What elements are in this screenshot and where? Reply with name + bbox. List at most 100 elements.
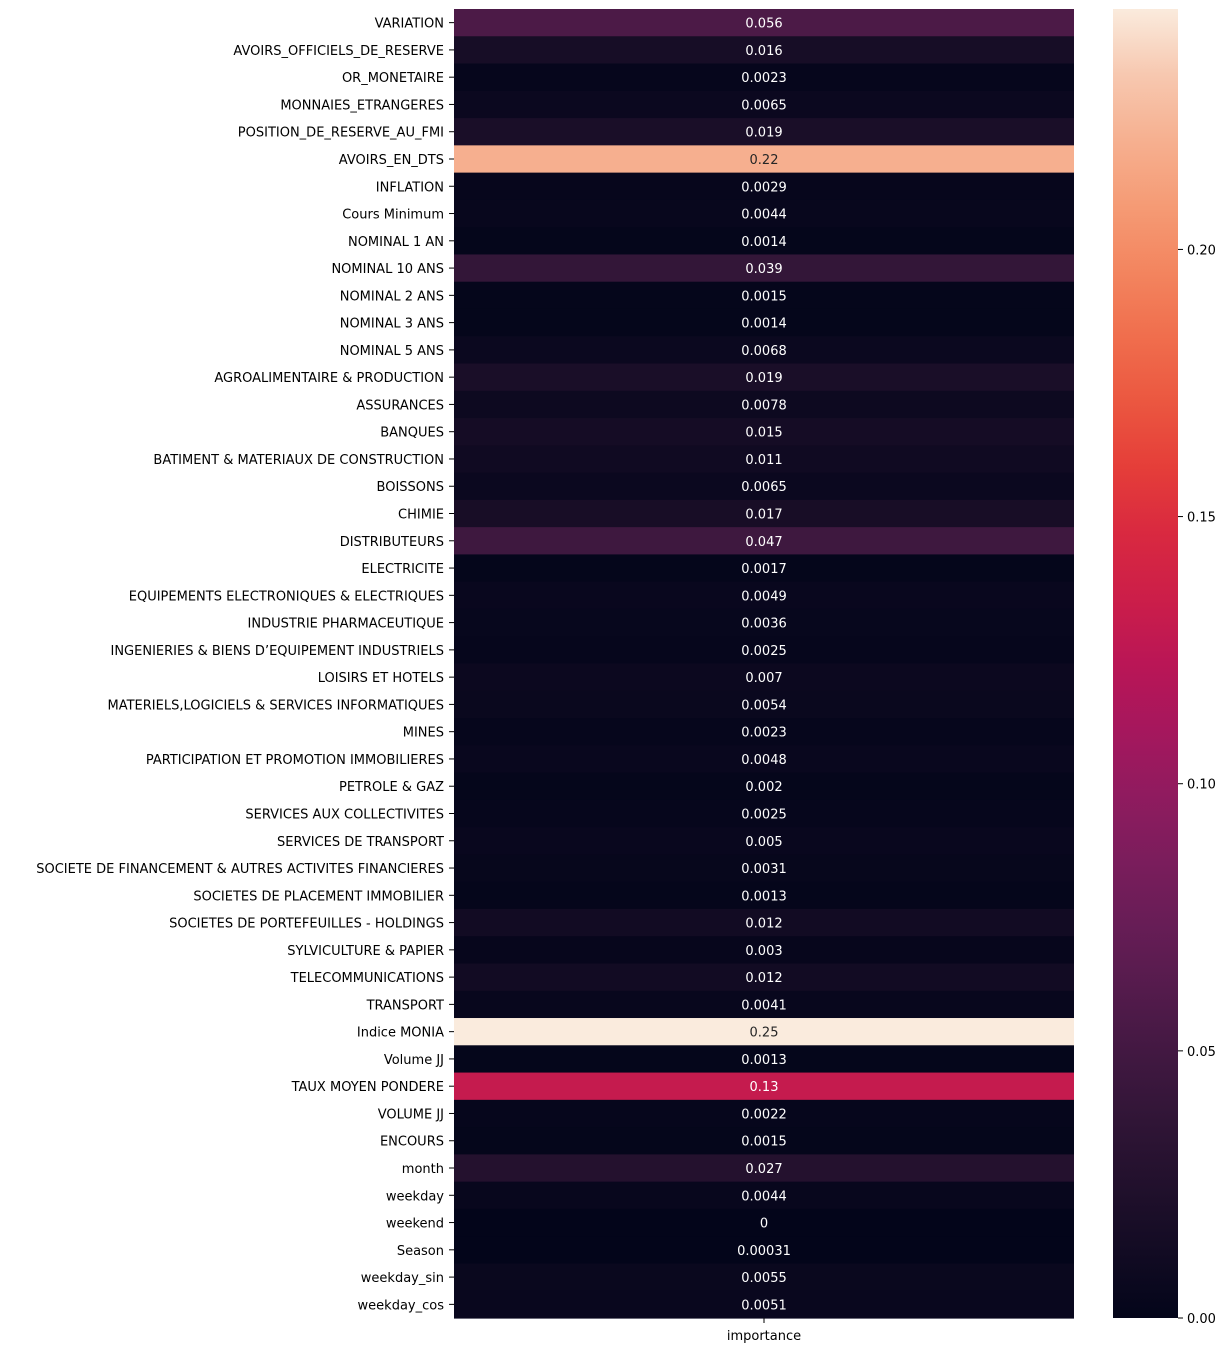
y-tick-label: SOCIETES DE PLACEMENT IMMOBILIER (193, 889, 444, 904)
colorbar-tick-label: 0.20 (1187, 243, 1216, 258)
y-tick-label: Cours Minimum (342, 208, 444, 223)
heatmap-cell (454, 554, 1074, 583)
y-tick-label: MINES (403, 726, 444, 741)
y-tick-label: TELECOMMUNICATIONS (290, 971, 444, 986)
y-tick-label: SYLVICULTURE & PAPIER (287, 944, 444, 959)
cell-value-label: 0.0048 (741, 753, 787, 768)
colorbar-tick-label: 0.00 (1187, 1312, 1216, 1327)
heatmap-cell (454, 636, 1074, 665)
cell-value-label: 0.0065 (741, 98, 787, 113)
heatmap-cell (454, 718, 1074, 746)
cell-value-label: 0.016 (745, 44, 782, 59)
y-tick-label: INFLATION (376, 180, 444, 195)
y-tick-label: ELECTRICITE (361, 562, 444, 577)
colorbar: 0.00 0.05 0.10 0.15 0.20 (1113, 9, 1216, 1327)
heatmap-cell (454, 1236, 1074, 1265)
heatmap-cell (454, 1290, 1074, 1319)
heatmap-cell (454, 118, 1074, 146)
cell-value-label: 0.0022 (741, 1107, 787, 1122)
cell-value-label: 0.0014 (741, 317, 787, 332)
cell-value-label: 0.0055 (741, 1271, 787, 1286)
colorbar-gradient (1113, 9, 1178, 1318)
y-tick-label: TAUX MOYEN PONDERE (291, 1080, 444, 1095)
y-tick-label: MONNAIES_ETRANGERES (280, 98, 444, 113)
cell-value-label: 0.0065 (741, 480, 787, 495)
heatmap-cell (454, 1208, 1074, 1237)
y-tick-label: NOMINAL 10 ANS (331, 262, 444, 277)
cell-value-label: 0.0049 (741, 589, 787, 604)
heatmap-cell (454, 36, 1074, 65)
cell-value-label: 0.0044 (741, 1189, 787, 1204)
cell-value-label: 0.005 (745, 835, 782, 850)
heatmap-cell (454, 199, 1074, 228)
heatmap-cell (454, 908, 1074, 937)
cell-value-label: 0.011 (745, 453, 782, 468)
y-tick-label: VOLUME JJ (378, 1107, 444, 1122)
y-tick-label: BOISSONS (377, 480, 444, 495)
heatmap-cell (454, 90, 1074, 119)
heatmap-cell (454, 772, 1074, 801)
y-tick-label: Season (397, 1244, 444, 1259)
y-tick-label: NOMINAL 3 ANS (340, 317, 444, 332)
heatmap-cell (454, 745, 1074, 774)
heatmap-cell (454, 799, 1074, 828)
y-tick-label: SOCIETES DE PORTEFEUILLES - HOLDINGS (169, 917, 444, 932)
heatmap-cell (454, 1263, 1074, 1292)
y-tick-label: OR_MONETAIRE (342, 71, 444, 86)
y-tick-label: AVOIRS_OFFICIELS_DE_RESERVE (233, 44, 444, 59)
heatmap-cell (454, 1045, 1074, 1074)
y-tick-label: TRANSPORT (366, 998, 444, 1013)
cell-value-label: 0.0078 (741, 398, 787, 413)
y-tick-label: ASSURANCES (356, 398, 444, 413)
cell-value-label: 0.012 (745, 917, 782, 932)
y-tick-label: weekday (386, 1189, 444, 1204)
y-tick-label: VARIATION (375, 17, 444, 32)
cell-value-label: 0.0013 (741, 1053, 787, 1068)
heatmap-cell (454, 254, 1074, 283)
cell-value-label: 0.027 (745, 1162, 782, 1177)
y-tick-label: LOISIRS ET HOTELS (318, 671, 444, 686)
x-tick-label: importance (727, 1329, 801, 1344)
cell-value-label: 0.019 (745, 126, 782, 141)
heatmap-cell (454, 418, 1074, 446)
y-tick-label: AVOIRS_EN_DTS (339, 153, 444, 168)
cell-value-label: 0.002 (745, 780, 782, 795)
cell-value-label: 0.056 (745, 17, 782, 32)
cell-value-label: 0.0013 (741, 889, 787, 904)
y-tick-label: PARTICIPATION ET PROMOTION IMMOBILIERES (146, 753, 444, 768)
cell-value-label: 0.0044 (741, 208, 787, 223)
y-tick-label: weekday_sin (361, 1271, 444, 1286)
x-axis: importance (727, 1318, 801, 1344)
colorbar-tick-label: 0.15 (1187, 511, 1216, 526)
cell-value-label: 0.0068 (741, 344, 787, 359)
cell-value-label: 0.0017 (741, 562, 787, 577)
y-tick-label: BANQUES (380, 426, 444, 441)
cell-value-label: 0.0031 (741, 862, 787, 877)
y-tick-label: EQUIPEMENTS ELECTRONIQUES & ELECTRIQUES (129, 589, 444, 604)
y-tick-label: POSITION_DE_RESERVE_AU_FMI (238, 126, 444, 141)
cell-value-label: 0.0041 (741, 998, 787, 1013)
cell-value-label: 0.0023 (741, 726, 787, 741)
y-tick-label: MATERIELS,LOGICIELS & SERVICES INFORMATI… (108, 698, 444, 713)
heatmap-cell (454, 527, 1074, 556)
cell-value-label: 0.0036 (741, 617, 787, 632)
y-tick-label: weekday_cos (358, 1298, 445, 1313)
heatmap-cell (454, 854, 1074, 883)
heatmap-cell (454, 9, 1074, 37)
heatmap-cell (454, 308, 1074, 337)
y-tick-label: month (402, 1162, 444, 1177)
cell-value-label: 0.039 (745, 262, 782, 277)
heatmap-cell (454, 1072, 1074, 1101)
cell-value-label: 0.0023 (741, 71, 787, 86)
y-tick-label: weekend (386, 1217, 444, 1232)
cell-value-label: 0.0051 (741, 1298, 787, 1313)
y-tick-label: ENCOURS (380, 1135, 444, 1150)
y-tick-label: INGENIERIES & BIENS D’EQUIPEMENT INDUSTR… (111, 644, 445, 659)
cell-value-label: 0.012 (745, 971, 782, 986)
heatmap-cell (454, 390, 1074, 419)
cell-value-label: 0.22 (750, 153, 779, 168)
heatmap-cell (454, 827, 1074, 855)
y-tick-label: SOCIETE DE FINANCEMENT & AUTRES ACTIVITE… (36, 862, 444, 877)
heatmap-cell (454, 363, 1074, 392)
heatmap-cell (454, 1127, 1074, 1155)
